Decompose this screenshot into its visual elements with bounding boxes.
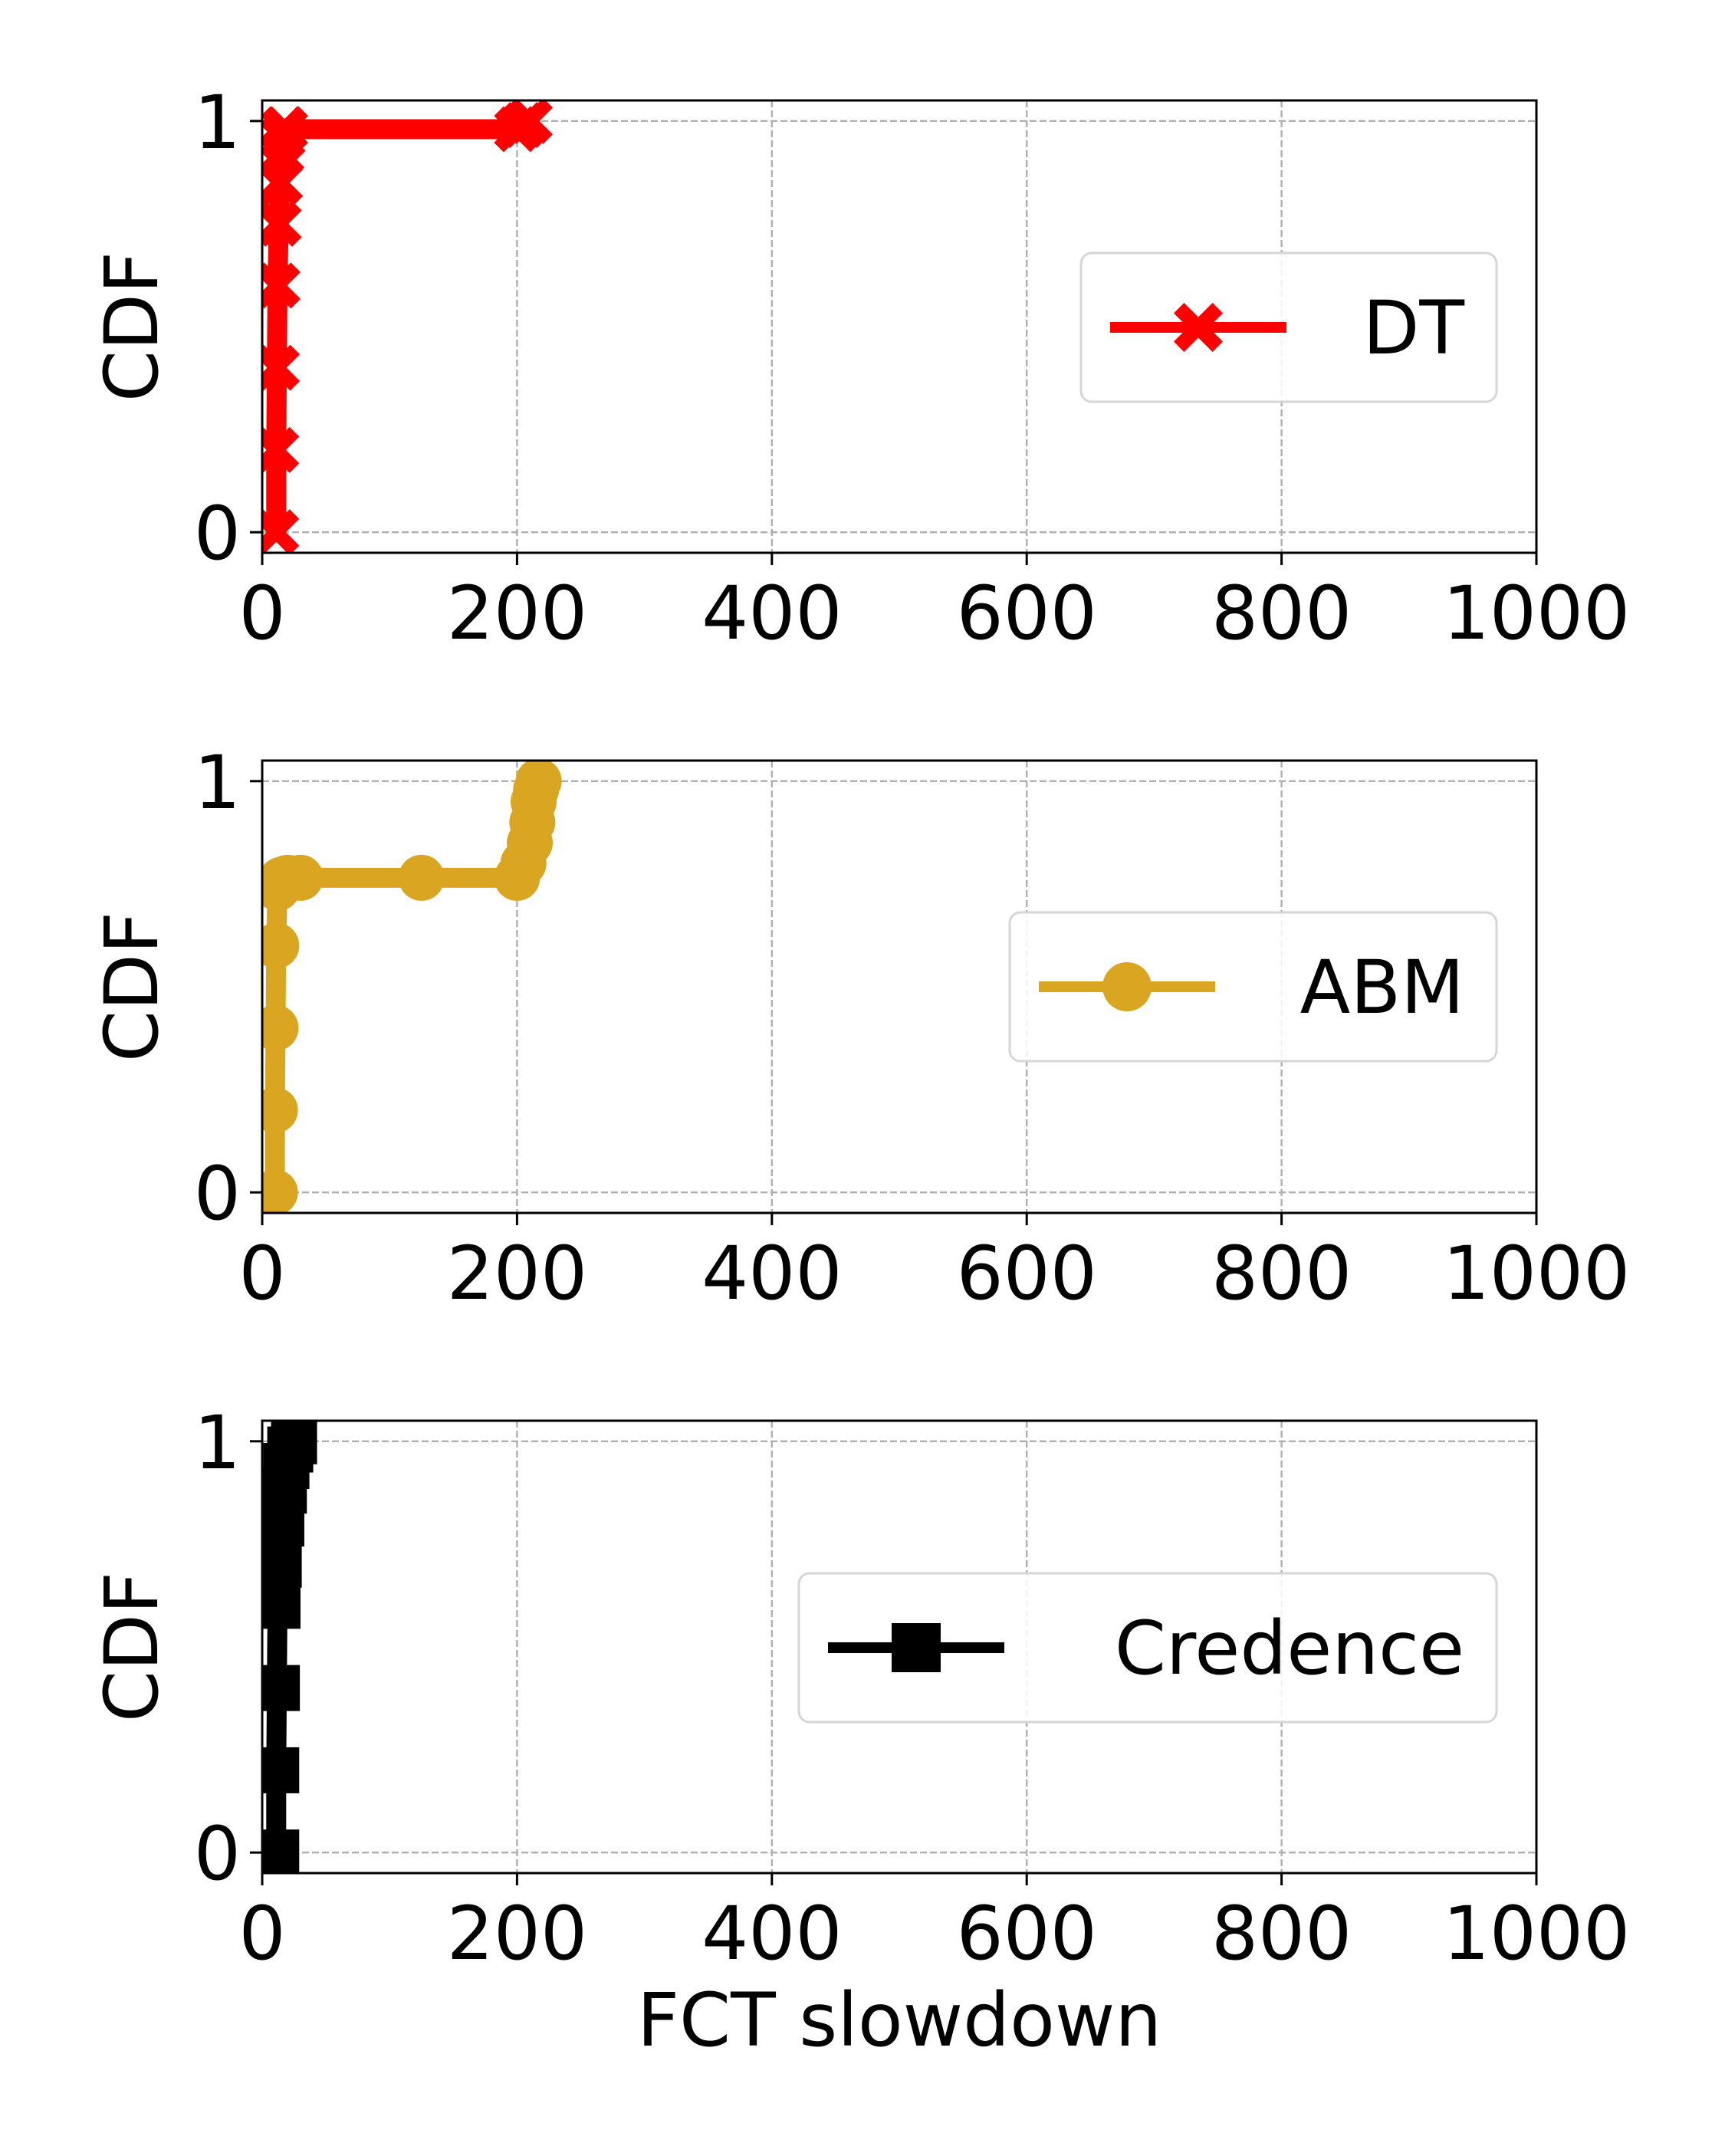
data-point [507, 100, 554, 144]
data-point [262, 262, 301, 309]
x-tick-label: 800 [1211, 570, 1352, 656]
data-point [262, 1086, 298, 1133]
data-point [398, 854, 445, 901]
x-tick-label: 1000 [1443, 570, 1630, 656]
data-point [271, 1421, 317, 1464]
y-tick-label: 1 [194, 1400, 241, 1486]
data-point [262, 1829, 300, 1873]
legend-label: Credence [1115, 1605, 1464, 1691]
plot-frame [261, 99, 1538, 554]
series-dt [262, 100, 554, 553]
plot-frame [261, 759, 1538, 1214]
x-tick-label: 600 [957, 1891, 1097, 1977]
legend: DT [1079, 251, 1498, 403]
legend-box [1079, 251, 1498, 403]
y-axis-label: CDF [89, 1572, 175, 1722]
x-tick-label: 600 [957, 1231, 1097, 1316]
x-axis-label: FCT slowdown [637, 1977, 1162, 2063]
legend: ABM [1008, 911, 1498, 1063]
y-tick-label: 0 [194, 1811, 241, 1897]
series-line [264, 771, 549, 1203]
data-point [277, 854, 324, 901]
x-tick-label: 200 [447, 1231, 587, 1316]
data-point [262, 1747, 300, 1793]
data-point [262, 1004, 299, 1051]
x-tick-label: 0 [238, 570, 285, 656]
data-point [262, 426, 300, 473]
x-tick-label: 800 [1211, 1891, 1352, 1977]
data-point [262, 106, 308, 153]
data-point [262, 344, 301, 391]
data-point [262, 1665, 301, 1711]
data-point [262, 200, 302, 247]
data-point [262, 1169, 298, 1213]
y-axis-label: CDF [89, 251, 175, 402]
x-tick-label: 0 [238, 1891, 285, 1977]
legend: Credence [797, 1572, 1498, 1724]
y-tick-label: 1 [194, 80, 241, 166]
x-tick-label: 1000 [1443, 1231, 1630, 1316]
legend-label: DT [1362, 285, 1464, 371]
data-point [262, 509, 300, 553]
x-tick-label: 1000 [1443, 1891, 1630, 1977]
legend-marker [892, 1623, 941, 1672]
x-tick-label: 400 [702, 1231, 842, 1316]
data-point [262, 1541, 302, 1588]
legend-marker [1174, 303, 1223, 352]
y-axis-label: CDF [89, 912, 175, 1062]
x-tick-label: 800 [1211, 1231, 1352, 1316]
y-tick-label: 0 [194, 491, 241, 577]
series-credence [262, 1421, 317, 1873]
x-tick-label: 0 [238, 1231, 285, 1316]
y-tick-label: 1 [194, 740, 241, 826]
x-tick-label: 400 [702, 570, 842, 656]
legend-marker [1102, 962, 1152, 1011]
plot-frame [261, 1419, 1538, 1875]
data-point [262, 1582, 301, 1629]
data-point [262, 922, 300, 969]
legend-box [797, 1572, 1498, 1724]
data-point [515, 761, 562, 804]
legend-box [1008, 911, 1498, 1063]
series-abm [262, 761, 562, 1213]
y-tick-label: 0 [194, 1151, 241, 1237]
legend-label: ABM [1300, 945, 1464, 1030]
x-tick-label: 400 [702, 1891, 842, 1977]
series-line [266, 110, 540, 543]
x-tick-label: 200 [447, 570, 587, 656]
x-tick-label: 200 [447, 1891, 587, 1977]
x-tick-label: 600 [957, 570, 1097, 656]
